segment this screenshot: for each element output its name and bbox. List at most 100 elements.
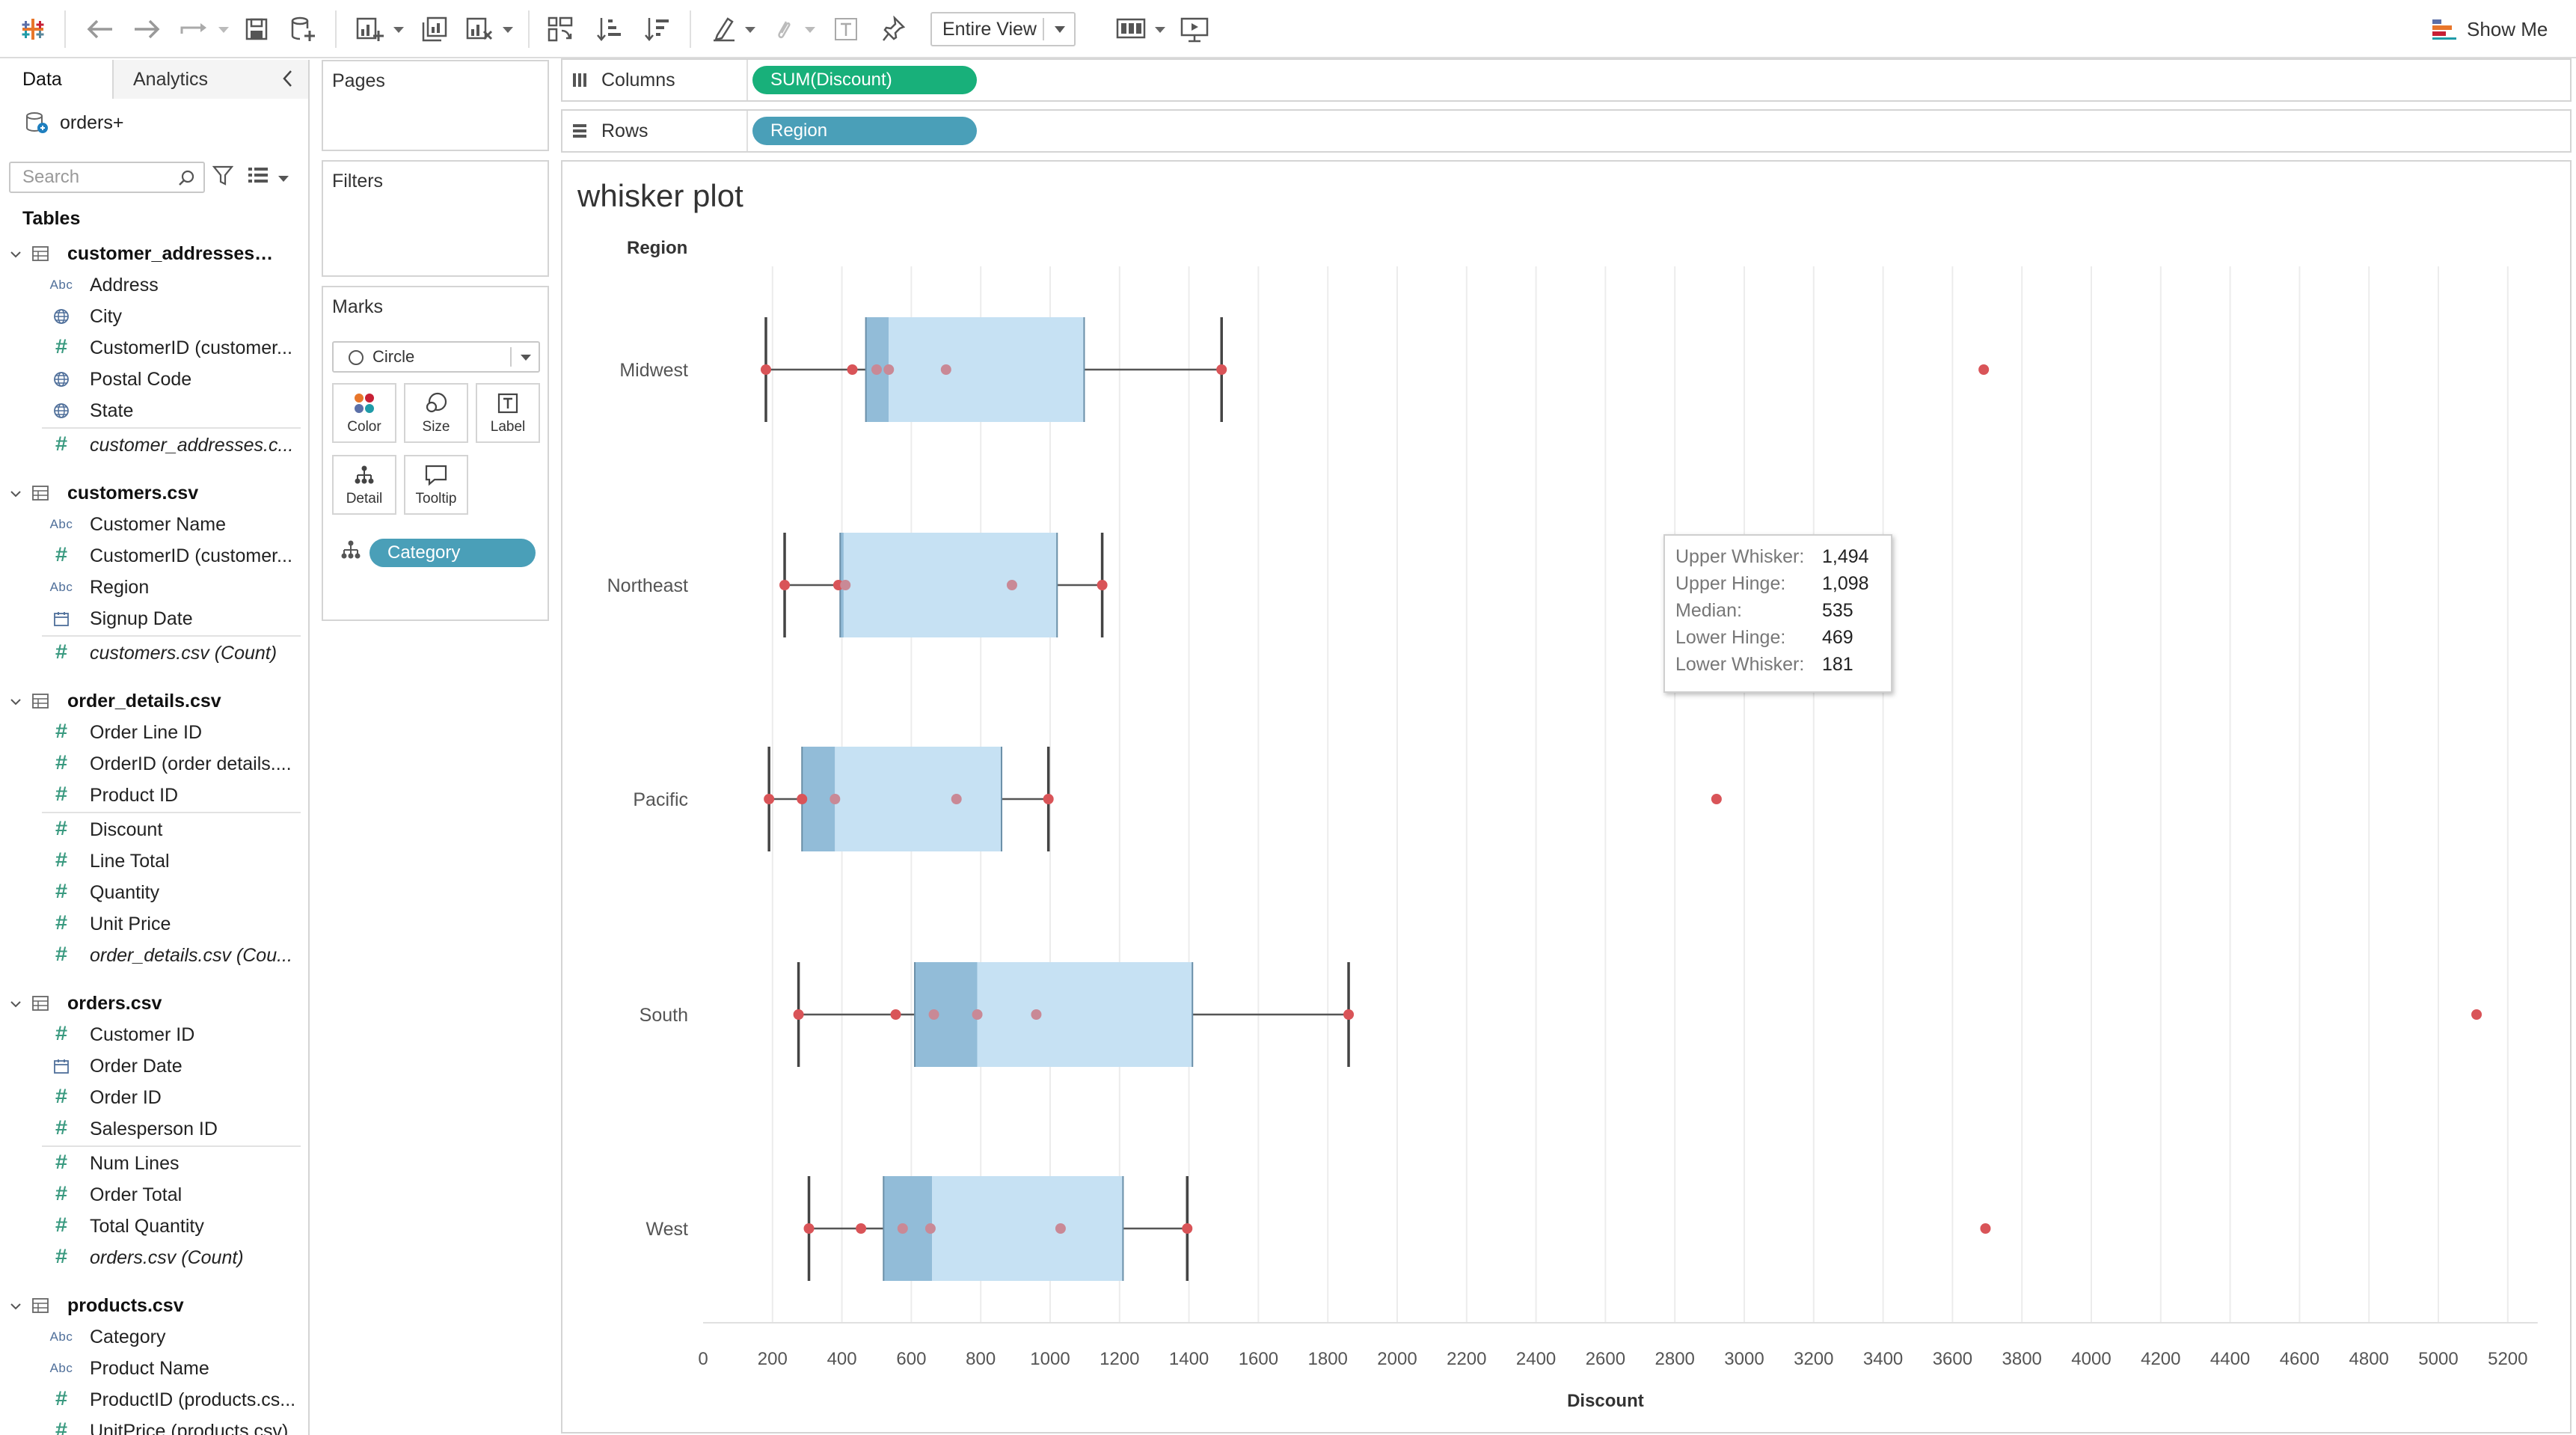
detail-button[interactable]: Detail [332, 455, 396, 515]
fit-dropdown[interactable]: Entire View [930, 12, 1076, 46]
field-item[interactable]: # Quantity [0, 878, 308, 907]
columns-shelf[interactable]: Columns SUM(Discount) [561, 58, 2572, 102]
replay-icon[interactable] [177, 10, 214, 48]
box-pacific[interactable] [764, 747, 1722, 851]
new-datasource-icon[interactable] [286, 10, 320, 48]
box-south[interactable] [793, 962, 2483, 1067]
data-point[interactable] [871, 364, 882, 375]
field-item[interactable]: Postal Code [0, 365, 308, 394]
tableau-logo-icon[interactable] [16, 10, 49, 48]
save-icon[interactable] [239, 10, 274, 48]
new-worksheet-dropdown-icon[interactable] [393, 27, 404, 33]
data-point[interactable] [779, 580, 791, 590]
clear-sheet-icon[interactable] [462, 10, 497, 48]
data-point[interactable] [1711, 794, 1722, 804]
data-point[interactable] [1216, 364, 1227, 375]
data-point[interactable] [764, 794, 775, 804]
sort-ascending-icon[interactable] [592, 10, 627, 48]
data-point[interactable] [928, 1009, 939, 1020]
field-item[interactable]: # Total Quantity [0, 1212, 308, 1240]
field-item[interactable]: # Product ID [0, 781, 308, 810]
tooltip-button[interactable]: Tooltip [404, 455, 468, 515]
field-item[interactable]: # ProductID (products.cs... [0, 1386, 308, 1414]
field-item[interactable]: Abc Customer Name [0, 510, 308, 539]
show-cards-dropdown-icon[interactable] [1155, 27, 1165, 33]
field-item[interactable]: # order_details.csv (Cou... [0, 941, 308, 970]
data-point[interactable] [847, 364, 858, 375]
field-item[interactable]: City [0, 302, 308, 331]
data-point[interactable] [803, 1223, 815, 1234]
chevron-down-icon[interactable] [9, 1295, 22, 1317]
view-list-dropdown-icon[interactable] [278, 176, 289, 182]
data-point[interactable] [1031, 1009, 1042, 1020]
field-item[interactable]: Abc Category [0, 1323, 308, 1351]
data-point[interactable] [856, 1223, 867, 1234]
field-item[interactable]: Abc Product Name [0, 1354, 308, 1383]
field-item[interactable]: # customer_addresses.c... [0, 431, 308, 459]
data-point[interactable] [760, 364, 771, 375]
field-item[interactable]: # Line Total [0, 847, 308, 875]
highlight-icon[interactable] [708, 10, 740, 48]
new-worksheet-icon[interactable] [352, 10, 387, 48]
field-item[interactable]: # Order Total [0, 1181, 308, 1209]
mark-type-dropdown[interactable]: Circle [332, 341, 540, 373]
show-me-button[interactable]: Show Me [2431, 10, 2548, 48]
box-west[interactable] [803, 1176, 1991, 1281]
pin-axes-icon[interactable] [877, 10, 911, 48]
data-point[interactable] [1097, 580, 1108, 590]
label-button[interactable]: Label [476, 383, 540, 443]
chevron-down-icon[interactable] [9, 691, 22, 712]
search-input[interactable]: Search [9, 162, 205, 193]
data-point[interactable] [940, 364, 951, 375]
field-item[interactable]: Order Date [0, 1052, 308, 1080]
field-item[interactable]: # Customer ID [0, 1021, 308, 1049]
data-point[interactable] [890, 1009, 901, 1020]
clear-sheet-dropdown-icon[interactable] [503, 27, 513, 33]
field-item[interactable]: Signup Date [0, 605, 308, 633]
table-item[interactable]: customers.csv [0, 479, 308, 507]
field-item[interactable]: # customers.csv (Count) [0, 639, 308, 667]
replay-dropdown-icon[interactable] [218, 27, 229, 33]
swap-rows-columns-icon[interactable] [543, 10, 577, 48]
data-point[interactable] [883, 364, 895, 375]
table-item[interactable]: customer_addresses.csv [0, 239, 308, 268]
sort-descending-icon[interactable] [640, 10, 675, 48]
rows-shelf[interactable]: Rows Region [561, 109, 2572, 153]
tab-data[interactable]: Data [0, 60, 114, 99]
data-point[interactable] [1055, 1223, 1066, 1234]
redo-icon[interactable] [129, 10, 166, 48]
highlight-dropdown-icon[interactable] [745, 27, 755, 33]
table-item[interactable]: orders.csv [0, 989, 308, 1018]
field-item[interactable]: # Discount [0, 816, 308, 844]
view-list-icon[interactable] [247, 166, 269, 184]
filters-card[interactable]: Filters [322, 160, 549, 277]
data-point[interactable] [793, 1009, 804, 1020]
show-mark-labels-icon[interactable] [829, 10, 863, 48]
duplicate-sheet-icon[interactable] [417, 10, 452, 48]
data-point[interactable] [2471, 1009, 2483, 1020]
data-point[interactable] [1978, 364, 1990, 375]
field-item[interactable]: # CustomerID (customer... [0, 542, 308, 570]
data-point[interactable] [1043, 794, 1054, 804]
data-point[interactable] [924, 1223, 936, 1234]
category-detail-pill[interactable]: Category [369, 539, 536, 567]
field-item[interactable]: # Salesperson ID [0, 1115, 308, 1143]
box-plot-chart[interactable]: 0 200 400 600 800 1000 1200 1400 1600 1800 2000 220… [562, 162, 2570, 1432]
field-item[interactable]: # orders.csv (Count) [0, 1243, 308, 1272]
field-item[interactable]: State [0, 397, 308, 425]
field-item[interactable]: # Order Line ID [0, 718, 308, 747]
presentation-mode-icon[interactable] [1176, 10, 1213, 48]
data-point[interactable] [1182, 1223, 1193, 1234]
undo-icon[interactable] [81, 10, 118, 48]
field-item[interactable]: # UnitPrice (products.csv) [0, 1417, 308, 1435]
data-point[interactable] [1980, 1223, 1991, 1234]
field-item[interactable]: Abc Region [0, 573, 308, 602]
field-item[interactable]: # Order ID [0, 1083, 308, 1112]
data-point[interactable] [951, 794, 962, 804]
data-point[interactable] [829, 794, 841, 804]
chevron-left-icon[interactable] [280, 69, 296, 88]
field-item[interactable]: # Num Lines [0, 1149, 308, 1178]
data-point[interactable] [1343, 1009, 1355, 1020]
data-point[interactable] [972, 1009, 983, 1020]
filter-icon[interactable] [212, 165, 233, 187]
